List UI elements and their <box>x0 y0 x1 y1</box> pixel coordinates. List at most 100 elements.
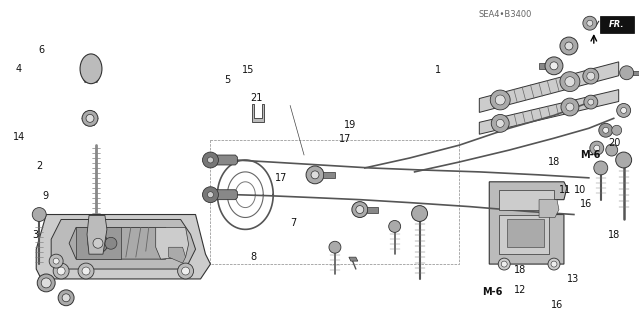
Ellipse shape <box>80 54 102 84</box>
Circle shape <box>620 66 634 80</box>
Circle shape <box>412 205 428 221</box>
Circle shape <box>41 278 51 288</box>
Circle shape <box>587 72 595 80</box>
Circle shape <box>550 62 558 70</box>
Polygon shape <box>600 16 634 33</box>
Circle shape <box>594 161 608 175</box>
Text: M-6: M-6 <box>580 150 600 160</box>
Text: 17: 17 <box>339 134 351 144</box>
Circle shape <box>612 125 621 135</box>
Circle shape <box>62 294 70 302</box>
Text: 12: 12 <box>515 285 527 295</box>
Circle shape <box>78 263 94 279</box>
Text: 4: 4 <box>15 64 22 74</box>
Circle shape <box>306 166 324 184</box>
Circle shape <box>495 95 505 105</box>
Circle shape <box>560 37 578 55</box>
Polygon shape <box>69 227 171 259</box>
Circle shape <box>492 115 509 132</box>
Text: 5: 5 <box>225 75 230 85</box>
Circle shape <box>93 238 103 248</box>
Circle shape <box>590 141 604 155</box>
Circle shape <box>587 20 593 26</box>
Circle shape <box>599 123 612 137</box>
Polygon shape <box>76 227 121 259</box>
Text: 16: 16 <box>580 199 592 209</box>
Circle shape <box>178 263 193 279</box>
Text: 20: 20 <box>608 138 620 148</box>
Circle shape <box>329 241 341 253</box>
Circle shape <box>58 290 74 306</box>
Circle shape <box>207 192 214 198</box>
Circle shape <box>583 16 596 30</box>
Text: 16: 16 <box>550 300 563 310</box>
Polygon shape <box>323 172 335 178</box>
Polygon shape <box>479 90 619 134</box>
Circle shape <box>82 267 90 275</box>
Circle shape <box>49 254 63 268</box>
Circle shape <box>584 95 598 109</box>
Circle shape <box>352 202 368 218</box>
Circle shape <box>561 98 579 116</box>
Circle shape <box>621 108 627 114</box>
Circle shape <box>202 187 218 203</box>
Circle shape <box>565 42 573 50</box>
Circle shape <box>207 157 214 163</box>
Polygon shape <box>214 190 237 200</box>
Text: 2: 2 <box>36 161 43 171</box>
Circle shape <box>551 261 557 267</box>
Polygon shape <box>507 219 544 247</box>
Polygon shape <box>214 155 237 165</box>
Circle shape <box>496 119 504 127</box>
Circle shape <box>82 110 98 126</box>
Text: 6: 6 <box>38 45 44 56</box>
Polygon shape <box>51 219 196 269</box>
Circle shape <box>594 145 600 151</box>
Text: 15: 15 <box>243 65 255 75</box>
Text: 13: 13 <box>567 274 579 284</box>
Polygon shape <box>499 214 549 254</box>
Circle shape <box>583 68 599 84</box>
Circle shape <box>605 144 618 156</box>
Text: 10: 10 <box>573 185 586 196</box>
Polygon shape <box>36 214 211 279</box>
Circle shape <box>32 208 46 221</box>
Circle shape <box>105 237 117 249</box>
Text: 17: 17 <box>275 174 288 183</box>
Polygon shape <box>87 216 107 254</box>
Circle shape <box>566 103 574 111</box>
Text: M-6: M-6 <box>483 287 503 297</box>
Text: 18: 18 <box>548 157 561 167</box>
Text: 8: 8 <box>250 252 256 262</box>
Polygon shape <box>156 227 189 259</box>
Circle shape <box>88 234 108 253</box>
Polygon shape <box>252 105 264 122</box>
Circle shape <box>616 152 632 168</box>
Circle shape <box>311 171 319 179</box>
Circle shape <box>182 267 189 275</box>
Polygon shape <box>499 190 554 210</box>
Text: 21: 21 <box>250 93 262 103</box>
Circle shape <box>565 77 575 86</box>
Circle shape <box>356 205 364 213</box>
Polygon shape <box>539 63 554 69</box>
Circle shape <box>617 103 630 117</box>
Text: 19: 19 <box>344 120 356 130</box>
Polygon shape <box>479 62 619 112</box>
Circle shape <box>588 99 594 105</box>
Polygon shape <box>367 207 378 212</box>
Circle shape <box>560 72 580 92</box>
Circle shape <box>501 261 507 267</box>
Text: 9: 9 <box>43 191 49 201</box>
Text: 7: 7 <box>290 218 296 228</box>
Text: SEA4•B3400: SEA4•B3400 <box>478 10 531 19</box>
Polygon shape <box>620 71 639 75</box>
Text: 18: 18 <box>515 264 527 275</box>
Circle shape <box>57 267 65 275</box>
Circle shape <box>37 274 55 292</box>
Text: 3: 3 <box>32 230 38 241</box>
Text: 18: 18 <box>608 230 620 240</box>
Circle shape <box>202 152 218 168</box>
Circle shape <box>53 263 69 279</box>
Text: 14: 14 <box>13 132 25 142</box>
